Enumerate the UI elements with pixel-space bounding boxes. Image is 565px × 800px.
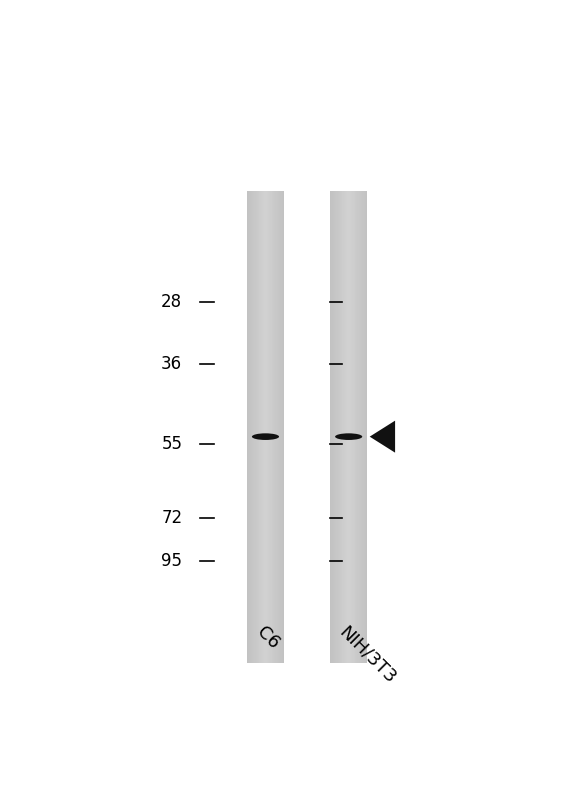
Bar [277, 191, 278, 662]
Bar [349, 191, 350, 662]
Text: 95: 95 [161, 552, 182, 570]
Text: 55: 55 [161, 435, 182, 453]
Bar [346, 191, 347, 662]
Bar [278, 191, 279, 662]
Bar [330, 191, 331, 662]
Bar [249, 191, 251, 662]
Bar [257, 191, 258, 662]
Bar [334, 191, 335, 662]
Bar [283, 191, 284, 662]
Bar [254, 191, 255, 662]
Bar [258, 191, 259, 662]
Bar [266, 191, 267, 662]
Bar [273, 191, 274, 662]
Bar [252, 191, 253, 662]
Bar [350, 191, 351, 662]
Bar [274, 191, 275, 662]
Bar [275, 191, 277, 662]
Bar [269, 191, 271, 662]
Bar [357, 191, 359, 662]
Bar [251, 191, 252, 662]
Bar [259, 191, 260, 662]
Bar [340, 191, 341, 662]
Bar [272, 191, 273, 662]
Bar [355, 191, 356, 662]
Text: NIH/3T3: NIH/3T3 [336, 622, 400, 686]
Bar [248, 191, 249, 662]
Bar [337, 191, 339, 662]
Bar [342, 191, 344, 662]
Bar [260, 191, 262, 662]
Ellipse shape [335, 434, 362, 440]
Bar [271, 191, 272, 662]
Bar [359, 191, 360, 662]
Text: 72: 72 [161, 509, 182, 527]
Bar [262, 191, 263, 662]
Bar [263, 191, 264, 662]
Text: 28: 28 [161, 294, 182, 311]
Text: C6: C6 [253, 622, 282, 652]
Bar [331, 191, 333, 662]
Bar [360, 191, 361, 662]
Bar [353, 191, 354, 662]
Bar [279, 191, 280, 662]
Bar [362, 191, 363, 662]
Bar [264, 191, 266, 662]
Bar [366, 191, 367, 662]
Bar [347, 191, 349, 662]
Bar [361, 191, 362, 662]
Polygon shape [370, 421, 395, 453]
Bar [345, 191, 346, 662]
Bar [281, 191, 283, 662]
Bar [253, 191, 254, 662]
Bar [344, 191, 345, 662]
Bar [333, 191, 334, 662]
Bar [267, 191, 268, 662]
Bar [255, 191, 257, 662]
Bar [247, 191, 248, 662]
Bar [354, 191, 355, 662]
Bar [356, 191, 357, 662]
Bar [339, 191, 340, 662]
Bar [268, 191, 269, 662]
Ellipse shape [252, 434, 279, 440]
Bar [280, 191, 281, 662]
Bar [351, 191, 353, 662]
Bar [365, 191, 366, 662]
Text: 36: 36 [161, 355, 182, 373]
Bar [363, 191, 365, 662]
Bar [335, 191, 336, 662]
Bar [336, 191, 337, 662]
Bar [341, 191, 342, 662]
